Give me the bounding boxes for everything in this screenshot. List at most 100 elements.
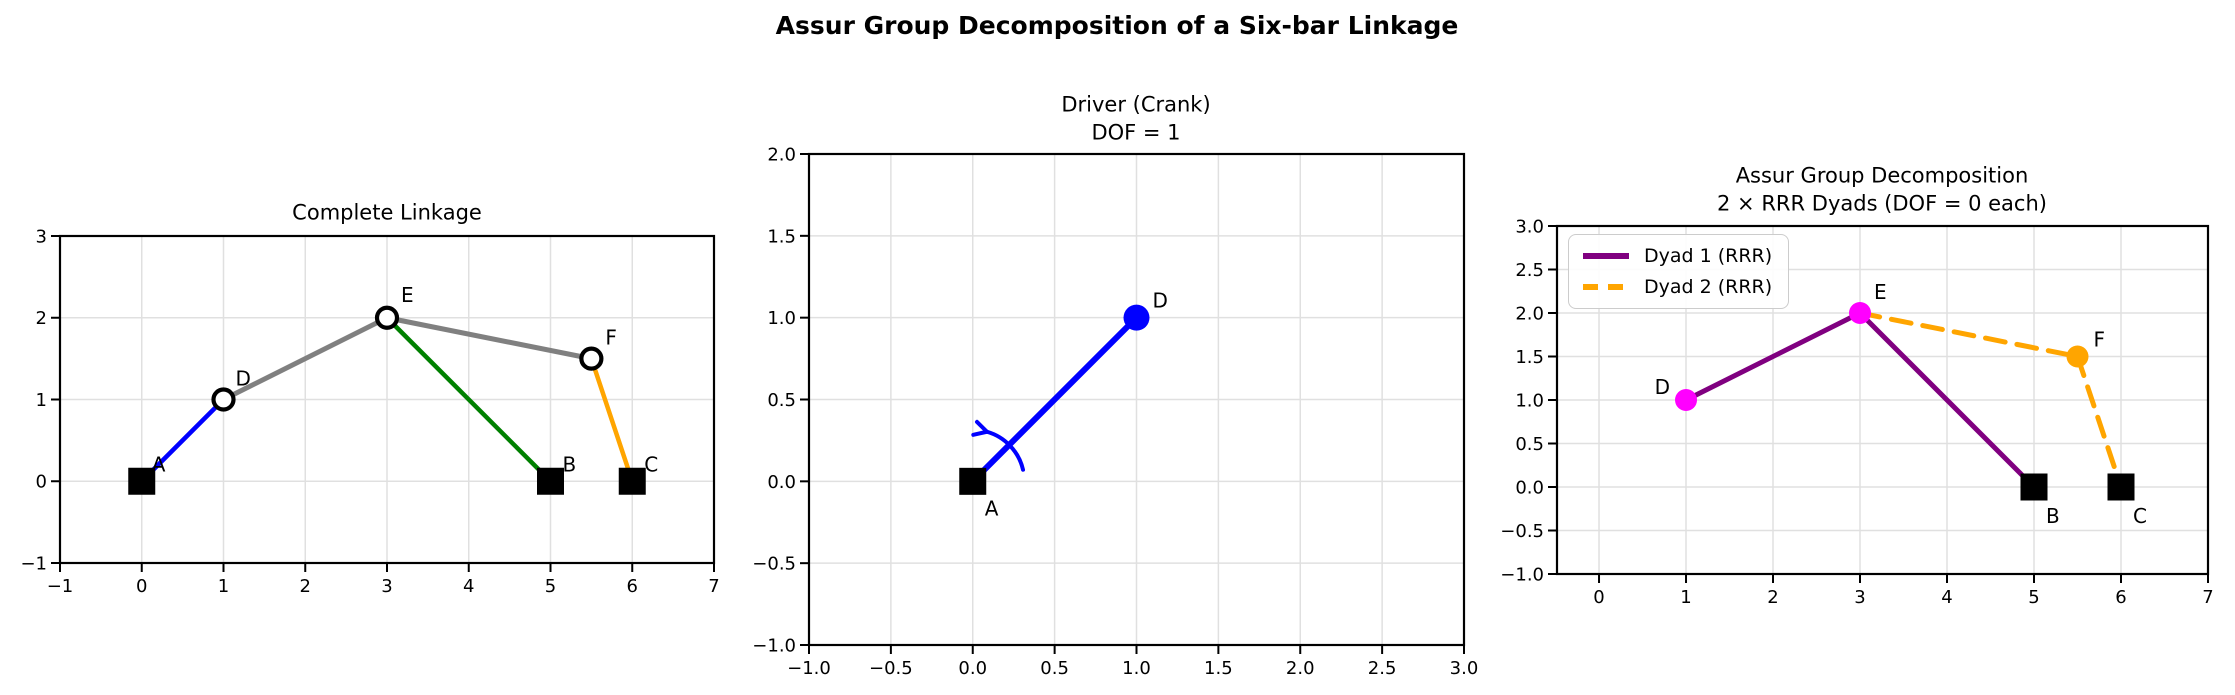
joint-label-D: D <box>1655 375 1670 399</box>
x-tick-label: 6 <box>2115 587 2126 608</box>
x-tick-label: 0.5 <box>1040 658 1069 679</box>
y-tick-label: −0.5 <box>752 554 796 575</box>
x-tick-label: 7 <box>2202 587 2213 608</box>
x-tick-label: 1 <box>1680 587 1691 608</box>
x-tick-label: 2.0 <box>1286 658 1315 679</box>
ground-joint-B <box>2020 473 2048 501</box>
y-tick-label: 0.5 <box>1515 434 1544 455</box>
y-tick-label: 2.5 <box>1515 260 1544 281</box>
joint-label-C: C <box>644 452 658 476</box>
legend-item-dyad2: Dyad 2 (RRR) <box>1581 276 1772 298</box>
joint-label-D: D <box>236 367 251 391</box>
y-tick-label: 3 <box>36 226 47 247</box>
y-tick-label: 2.0 <box>767 144 796 165</box>
joint-label-A: A <box>152 452 166 476</box>
x-tick-label: 3 <box>381 576 392 597</box>
joint-label-D: D <box>1153 289 1168 313</box>
subplot1-title: Complete Linkage <box>292 199 482 227</box>
subplot2-title-line2: DOF = 1 <box>1091 120 1181 145</box>
y-tick-label: 1.0 <box>1515 390 1544 411</box>
y-tick-label: 0.5 <box>767 390 796 411</box>
subplot2-title: Driver (Crank) DOF = 1 <box>1061 92 1210 147</box>
link-FC <box>589 356 635 484</box>
x-tick-label: 1 <box>218 576 229 597</box>
y-tick-label: −1.0 <box>1500 564 1544 585</box>
y-tick-label: −0.5 <box>1500 521 1544 542</box>
link-EB <box>1857 310 2037 490</box>
legend: Dyad 1 (RRR) Dyad 2 (RRR) <box>1568 234 1790 309</box>
joint-label-E: E <box>401 283 414 307</box>
x-tick-label: 6 <box>627 576 638 597</box>
link-AD <box>139 397 226 484</box>
pin-joint-E <box>374 305 400 330</box>
x-tick-label: 4 <box>463 576 474 597</box>
link-EB <box>384 315 553 484</box>
joint-dot-F <box>2066 345 2089 368</box>
x-tick-label: 0 <box>1593 587 1604 608</box>
figure-suptitle: Assur Group Decomposition of a Six-bar L… <box>775 11 1459 40</box>
ground-joint-A <box>128 467 156 495</box>
y-tick-label: −1.0 <box>752 635 796 656</box>
x-tick-label: 3 <box>1854 587 1865 608</box>
subplot3-title-line1: Assur Group Decomposition <box>1735 163 2029 188</box>
y-tick-label: 1.0 <box>767 308 796 329</box>
dyad1-line-swatch-icon <box>1583 253 1629 259</box>
link-DE <box>221 315 390 402</box>
joint-label-F: F <box>2094 328 2106 352</box>
x-tick-label: −1 <box>47 576 74 597</box>
subplot3-title: Assur Group Decomposition 2 × RRR Dyads … <box>1717 163 2047 218</box>
x-tick-label: 2 <box>1767 587 1778 608</box>
joint-label-B: B <box>2046 504 2060 528</box>
joint-label-B: B <box>563 452 577 476</box>
x-tick-label: 7 <box>708 576 719 597</box>
x-tick-label: −1.0 <box>787 658 831 679</box>
axes-spines <box>1555 224 2210 576</box>
legend-label-dyad1: Dyad 1 (RRR) <box>1644 245 1773 267</box>
y-tick-label: 2.0 <box>1515 303 1544 324</box>
joint-label-C: C <box>2133 504 2147 528</box>
ground-joint-B <box>537 467 564 495</box>
y-tick-label: 1.5 <box>1515 347 1544 368</box>
y-tick-label: 1 <box>36 390 47 411</box>
x-tick-label: 0.0 <box>958 658 987 679</box>
x-tick-label: 3.0 <box>1450 658 1479 679</box>
y-tick-label: −1 <box>20 553 47 574</box>
y-tick-label: 3.0 <box>1515 216 1544 237</box>
link-DE <box>1683 310 1863 403</box>
joint-dot-D <box>1675 389 1698 411</box>
y-tick-label: 0 <box>36 472 47 493</box>
y-tick-label: 2 <box>36 308 47 329</box>
ground-joint-C <box>618 467 646 495</box>
x-tick-label: 5 <box>2028 587 2039 608</box>
y-tick-label: 0.0 <box>1515 477 1544 498</box>
rotation-arrow-arc <box>984 429 1026 472</box>
joint-label-F: F <box>605 326 617 350</box>
link-EF <box>1857 310 2081 359</box>
legend-item-dyad1: Dyad 1 (RRR) <box>1581 245 1772 267</box>
x-tick-label: 0 <box>136 576 147 597</box>
subplot1-title-line1: Complete Linkage <box>292 200 482 225</box>
ground-joint-A <box>959 467 987 495</box>
link-FC <box>2075 354 2124 490</box>
x-tick-label: −0.5 <box>869 658 913 679</box>
axes-spines <box>58 234 716 565</box>
pin-joint-D <box>211 387 236 412</box>
x-tick-label: 1.0 <box>1122 658 1151 679</box>
rotation-arrow-head <box>971 429 989 437</box>
x-tick-label: 2 <box>300 576 311 597</box>
joint-label-A: A <box>985 496 999 520</box>
subplot3-title-line2: 2 × RRR Dyads (DOF = 0 each) <box>1717 191 2047 216</box>
link-AD <box>969 314 1140 485</box>
x-tick-label: 5 <box>545 576 556 597</box>
y-tick-label: 1.5 <box>767 226 796 247</box>
joint-dot-D <box>1123 304 1150 331</box>
axes-spines <box>807 152 1466 647</box>
x-tick-label: 1.5 <box>1204 658 1233 679</box>
x-tick-label: 2.5 <box>1368 658 1397 679</box>
joint-label-E: E <box>1874 280 1887 304</box>
link-EF <box>384 315 594 362</box>
x-tick-label: 4 <box>1941 587 1952 608</box>
subplot2-title-line1: Driver (Crank) <box>1061 92 1211 117</box>
